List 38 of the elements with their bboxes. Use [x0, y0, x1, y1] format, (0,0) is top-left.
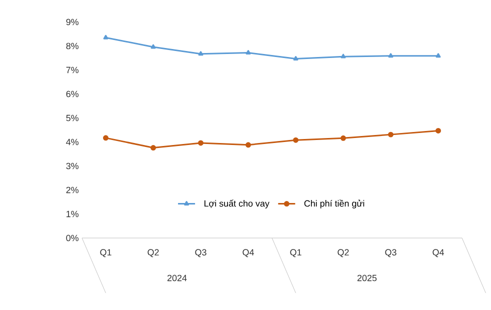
y-tick-label: 3% [66, 162, 78, 170]
x-tick-label: Q1 [290, 249, 302, 258]
y-tick-label: 2% [66, 186, 78, 194]
text: 2024 [167, 274, 187, 282]
y-tick-label: 4% [66, 138, 78, 146]
x-tick-label: Q1 [100, 249, 112, 258]
x-tick-label: Q2 [338, 249, 349, 258]
point [340, 54, 346, 58]
y-tick-label: 6% [66, 90, 78, 98]
point [436, 128, 441, 134]
x-tick-label: Q3 [195, 249, 206, 258]
point [388, 53, 394, 58]
y-tick-label: 5% [66, 114, 78, 122]
y-tick-label: 0% [66, 234, 78, 242]
point [246, 50, 251, 54]
text: 2025 [357, 274, 377, 282]
point [150, 145, 156, 151]
x-tick-label: Q4 [432, 249, 444, 258]
point [293, 56, 298, 60]
point [340, 135, 346, 141]
point [198, 140, 204, 146]
x-tick-label: Q4 [242, 249, 254, 258]
point [436, 53, 441, 58]
point [293, 137, 298, 143]
y-tick-label: 8% [66, 42, 78, 50]
legend-label: Lợi suất cho vay [204, 200, 270, 208]
point [246, 142, 251, 148]
x-tick-label: Q2 [148, 249, 159, 258]
y-tick-label: 7% [66, 66, 78, 74]
point [388, 132, 394, 138]
point [103, 135, 108, 141]
legend-label: Chi phí tiền gửi [304, 200, 364, 208]
y-tick-label: 1% [66, 210, 78, 218]
point [150, 44, 156, 49]
point [103, 34, 108, 40]
y-tick-label: 9% [66, 18, 78, 26]
x-tick-label: Q3 [385, 249, 396, 258]
point [198, 51, 204, 56]
